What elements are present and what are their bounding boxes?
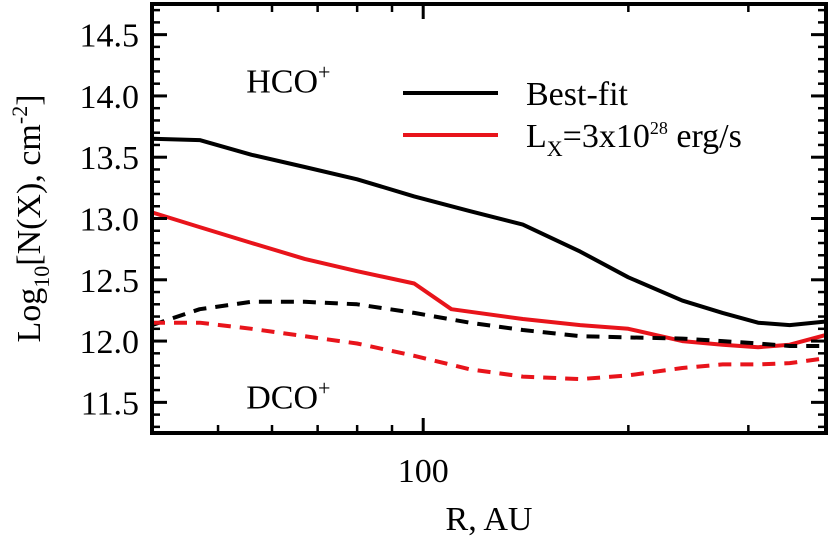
y-axis-label: Log10[N(X), cm-2] — [7, 94, 54, 342]
series-line-1 — [151, 136, 827, 328]
y-tick-label: 12.0 — [80, 324, 140, 361]
dco-annotation: DCO+ — [246, 375, 330, 416]
y-tick-label: 14.5 — [80, 18, 140, 55]
y-tick-label: 13.5 — [80, 140, 140, 177]
y-tick-label: 12.5 — [80, 263, 140, 300]
series-line-3 — [151, 299, 826, 348]
legend-label-2: LX=3x1028 erg/s — [526, 118, 742, 161]
series-line-2 — [151, 210, 827, 350]
y-tick-label: 14.0 — [80, 79, 140, 116]
legend-label-1: Best-fit — [526, 76, 629, 113]
y-tick-label: 13.0 — [80, 202, 140, 239]
x-axis-label: R, AU — [446, 501, 533, 538]
x-tick-label: 100 — [398, 453, 449, 490]
y-tick-label: 11.5 — [81, 385, 139, 422]
hco-annotation: HCO+ — [246, 59, 330, 100]
series-line-4 — [152, 320, 827, 382]
